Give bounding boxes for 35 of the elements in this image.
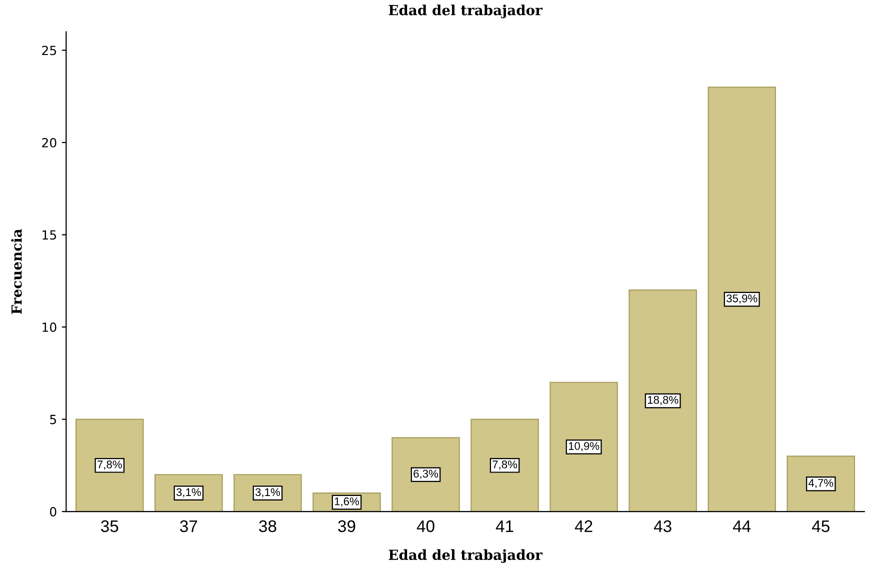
y-tick-label: 25 [42, 46, 56, 56]
annotation: 18,8% [648, 396, 678, 406]
y-axis-title: Frecuencia [11, 228, 22, 314]
bar [392, 437, 460, 512]
annotation: 35,9% [726, 294, 758, 304]
bar [708, 86, 776, 512]
x-tick-label: 39 [338, 520, 356, 532]
annotation: 3,1% [176, 488, 201, 498]
x-tick-label: 38 [259, 520, 276, 532]
x-tick-label: 44 [732, 520, 751, 532]
y-tick-label: 15 [42, 230, 56, 240]
annotation: 1,6% [334, 497, 359, 507]
x-tick-label: 42 [574, 520, 592, 532]
annotation: 7,8% [492, 460, 518, 470]
chart-title: Edad del trabajador [388, 4, 543, 18]
x-axis-title: Edad del trabajador [388, 549, 543, 563]
x-tick-label: 37 [180, 520, 198, 532]
x-tick-label: 40 [416, 520, 434, 532]
y-tick-label: 10 [42, 322, 56, 332]
y-tick-label: 5 [50, 414, 56, 424]
bar [550, 382, 618, 512]
x-tick-label: 41 [496, 520, 514, 532]
x-tick-label: 45 [812, 520, 830, 532]
bar [628, 290, 697, 512]
annotation: 6,3% [414, 470, 438, 479]
x-tick-label: 43 [654, 520, 672, 532]
y-tick-label: 20 [42, 138, 56, 148]
annotation: 7,8% [98, 460, 122, 470]
x-tick-label: 35 [100, 520, 118, 532]
annotation: 4,7% [808, 479, 834, 488]
bar [470, 418, 539, 512]
annotation: 3,1% [255, 488, 280, 498]
annotation: 10,9% [568, 442, 600, 452]
y-tick-label: 0 [50, 507, 56, 516]
bar [75, 418, 144, 512]
